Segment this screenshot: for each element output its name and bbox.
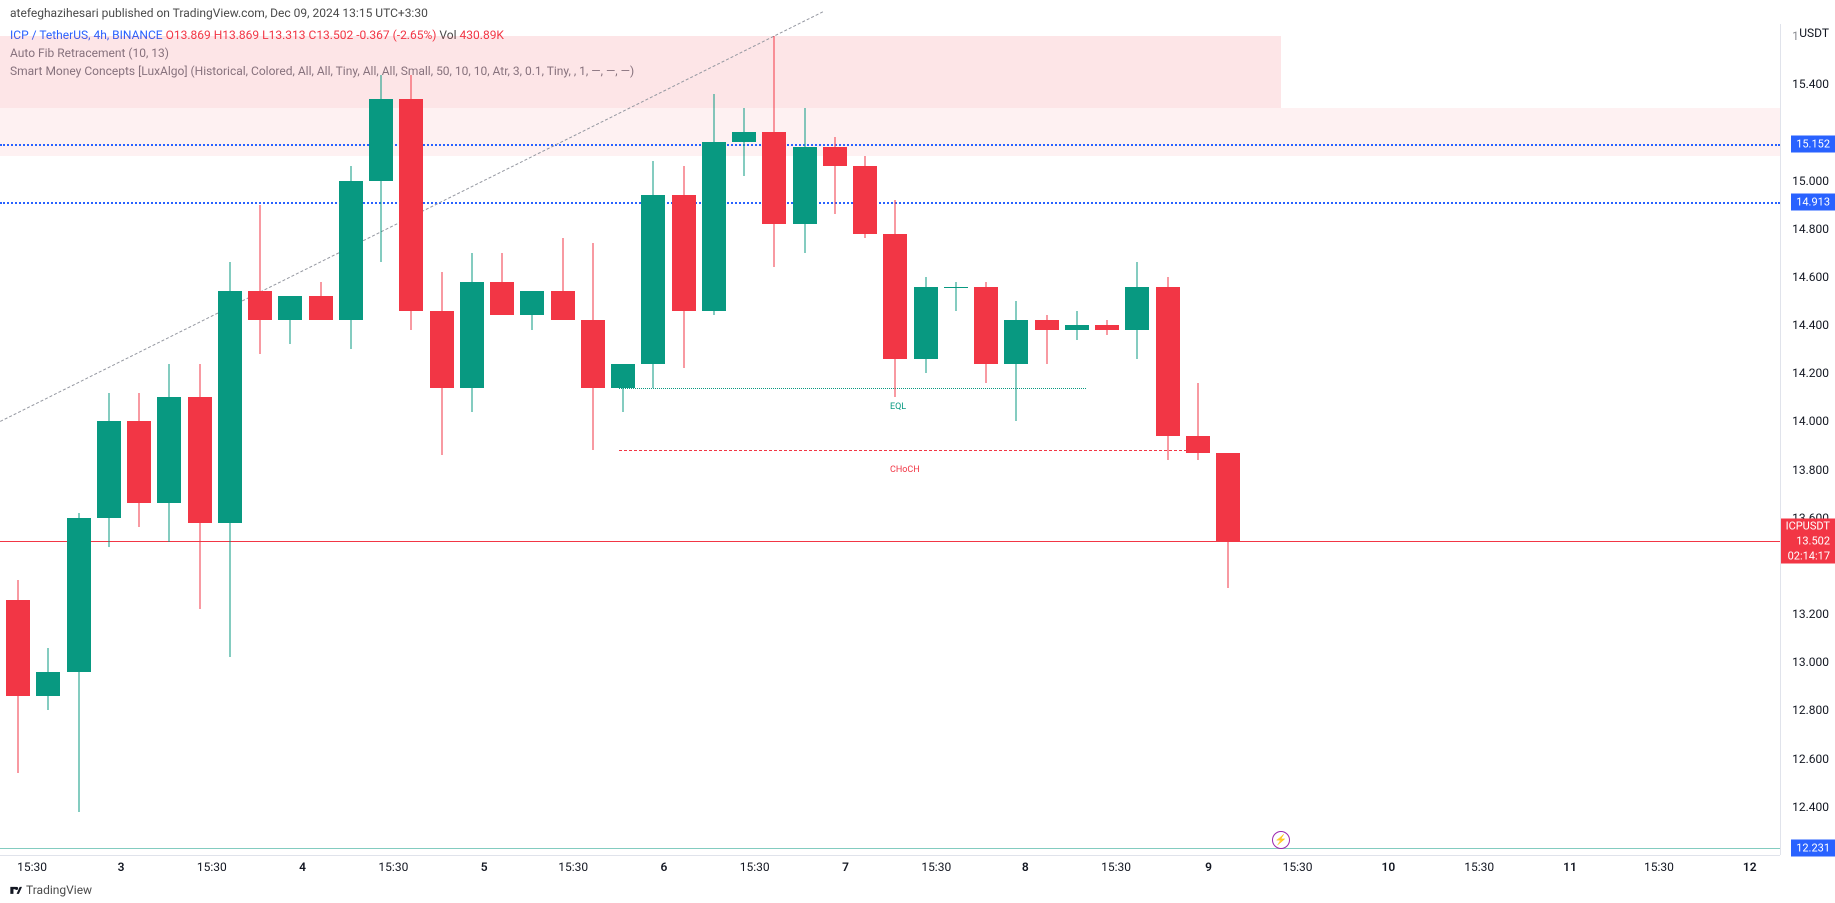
candle — [1065, 24, 1089, 855]
x-axis-label: 15:30 — [1283, 860, 1313, 874]
candle — [248, 24, 272, 855]
x-axis-label: 15:30 — [1101, 860, 1131, 874]
x-axis-label: 7 — [842, 860, 849, 874]
y-axis-label: 12.400 — [1792, 800, 1829, 814]
x-axis-label: 11 — [1563, 860, 1577, 874]
candle — [339, 24, 363, 855]
x-axis-label: 9 — [1205, 860, 1212, 874]
y-axis-label: 14.200 — [1792, 366, 1829, 380]
candle — [1125, 24, 1149, 855]
x-axis-label: 5 — [481, 860, 488, 874]
candle — [490, 24, 514, 855]
x-axis-label: 15:30 — [740, 860, 770, 874]
candle — [430, 24, 454, 855]
x-axis-label: 15:30 — [558, 860, 588, 874]
candle — [823, 24, 847, 855]
tradingview-watermark: TradingView — [8, 883, 92, 897]
x-axis-label: 15:30 — [1644, 860, 1674, 874]
y-axis[interactable]: 12.40012.60012.80013.00013.20013.60013.8… — [1780, 24, 1835, 855]
candle — [218, 24, 242, 855]
candle — [278, 24, 302, 855]
y-axis-label: 13.000 — [1792, 655, 1829, 669]
candle — [762, 24, 786, 855]
y-axis-price-tag: 15.152 — [1791, 135, 1835, 152]
y-axis-label: 13.200 — [1792, 607, 1829, 621]
y-axis-price-tag: 12.231 — [1791, 839, 1835, 856]
candle — [883, 24, 907, 855]
candle — [1095, 24, 1119, 855]
x-axis-label: 12 — [1743, 860, 1757, 874]
candle — [914, 24, 938, 855]
y-axis-label: 14.000 — [1792, 414, 1829, 428]
candle — [127, 24, 151, 855]
candle — [369, 24, 393, 855]
y-axis-label: 15.400 — [1792, 77, 1829, 91]
candle — [1156, 24, 1180, 855]
candle — [641, 24, 665, 855]
x-axis-label: 15:30 — [197, 860, 227, 874]
candle — [1035, 24, 1059, 855]
x-axis-label: 15:30 — [17, 860, 47, 874]
y-axis-label: 14.400 — [1792, 318, 1829, 332]
candle — [551, 24, 575, 855]
x-axis-label: 15:30 — [1464, 860, 1494, 874]
candle — [974, 24, 998, 855]
candle — [1186, 24, 1210, 855]
y-axis-label: 12.600 — [1792, 752, 1829, 766]
candle — [1004, 24, 1028, 855]
candle — [944, 24, 968, 855]
y-axis-label: 14.600 — [1792, 270, 1829, 284]
candle — [702, 24, 726, 855]
candle — [97, 24, 121, 855]
tradingview-logo-icon — [8, 883, 22, 897]
currency-badge: USDT — [1799, 26, 1829, 40]
candle — [1216, 24, 1240, 855]
x-axis-label: 8 — [1022, 860, 1029, 874]
y-axis-label: 15.000 — [1792, 174, 1829, 188]
candle — [399, 24, 423, 855]
chart-area[interactable]: EQLCHoCH⚡ — [0, 24, 1780, 855]
publish-text: atefeghazihesari published on TradingVie… — [10, 6, 428, 20]
x-axis-label: 4 — [299, 860, 306, 874]
candle — [853, 24, 877, 855]
candle — [732, 24, 756, 855]
x-axis-label: 3 — [118, 860, 125, 874]
x-axis[interactable]: 15:30 3 15:30 4 15:30 5 15:30 6 15:30 7 15:30 8 15:3… — [0, 855, 1780, 879]
candle — [309, 24, 333, 855]
candle — [520, 24, 544, 855]
x-axis-label: 15:30 — [921, 860, 951, 874]
candle — [460, 24, 484, 855]
candle — [611, 24, 635, 855]
candle — [793, 24, 817, 855]
candle — [581, 24, 605, 855]
x-axis-label: 10 — [1382, 860, 1396, 874]
y-axis-price-tag: 14.913 — [1791, 193, 1835, 210]
candle — [672, 24, 696, 855]
candle — [6, 24, 30, 855]
candle — [67, 24, 91, 855]
candle — [157, 24, 181, 855]
candle — [188, 24, 212, 855]
x-axis-label: 15:30 — [378, 860, 408, 874]
y-axis-label: 14.800 — [1792, 222, 1829, 236]
publish-header: atefeghazihesari published on TradingVie… — [0, 0, 1835, 26]
lightning-icon[interactable]: ⚡ — [1272, 831, 1290, 849]
y-axis-label: 12.800 — [1792, 703, 1829, 717]
candle — [36, 24, 60, 855]
y-axis-label: 13.800 — [1792, 463, 1829, 477]
x-axis-label: 6 — [661, 860, 668, 874]
current-price-tag: ICPUSDT13.50202:14:17 — [1781, 519, 1835, 564]
